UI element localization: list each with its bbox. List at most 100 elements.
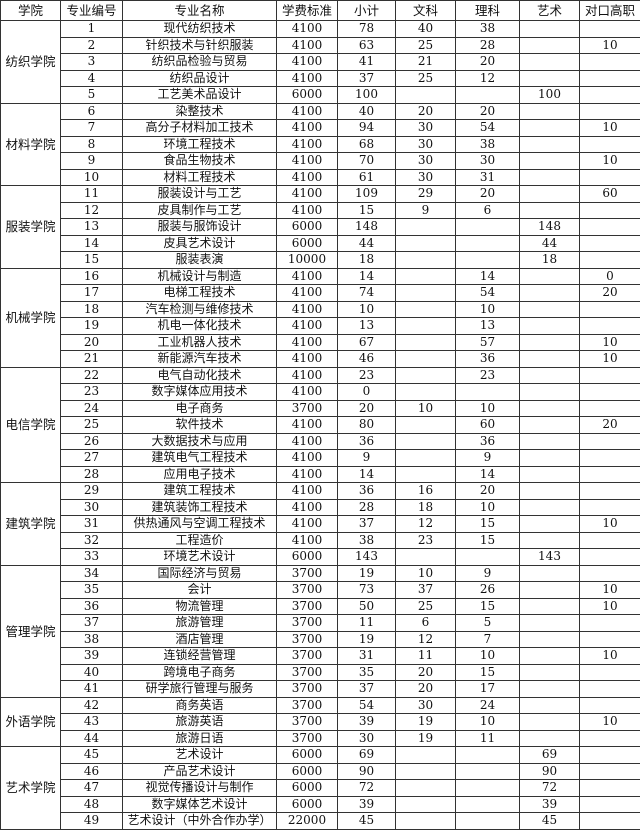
cell-subtotal: 40 — [338, 103, 396, 120]
cell-major-code: 45 — [61, 747, 123, 764]
cell-subtotal: 37 — [338, 681, 396, 698]
cell-major-name: 食品生物技术 — [123, 153, 277, 170]
cell-liberal-arts — [396, 747, 456, 764]
cell-liberal-arts: 9 — [396, 202, 456, 219]
cell-subtotal: 31 — [338, 648, 396, 665]
cell-subtotal: 38 — [338, 532, 396, 549]
cell-tuition: 4100 — [277, 103, 338, 120]
cell-subtotal: 14 — [338, 466, 396, 483]
cell-major-code: 22 — [61, 367, 123, 384]
cell-science: 60 — [456, 417, 520, 434]
cell-major-name: 工业机器人技术 — [123, 334, 277, 351]
cell-vocational — [580, 433, 640, 450]
cell-liberal-arts: 12 — [396, 516, 456, 533]
cell-science: 26 — [456, 582, 520, 599]
cell-science — [456, 252, 520, 269]
cell-arts — [520, 301, 580, 318]
cell-liberal-arts: 30 — [396, 169, 456, 186]
cell-major-name: 视觉传播设计与制作 — [123, 780, 277, 797]
cell-science: 15 — [456, 516, 520, 533]
cell-arts — [520, 334, 580, 351]
cell-major-code: 4 — [61, 70, 123, 87]
cell-vocational: 10 — [580, 153, 640, 170]
cell-arts: 100 — [520, 87, 580, 104]
cell-science: 15 — [456, 664, 520, 681]
cell-vocational — [580, 747, 640, 764]
cell-subtotal: 80 — [338, 417, 396, 434]
cell-tuition: 3700 — [277, 400, 338, 417]
cell-major-code: 42 — [61, 697, 123, 714]
header-subtotal: 小计 — [338, 1, 396, 21]
cell-subtotal: 30 — [338, 730, 396, 747]
cell-subtotal: 74 — [338, 285, 396, 302]
cell-tuition: 4100 — [277, 483, 338, 500]
cell-subtotal: 46 — [338, 351, 396, 368]
cell-vocational — [580, 499, 640, 516]
cell-science: 7 — [456, 631, 520, 648]
cell-liberal-arts — [396, 252, 456, 269]
cell-major-name: 电梯工程技术 — [123, 285, 277, 302]
cell-liberal-arts — [396, 351, 456, 368]
cell-liberal-arts — [396, 813, 456, 830]
cell-subtotal: 39 — [338, 714, 396, 731]
cell-major-name: 汽车检测与维修技术 — [123, 301, 277, 318]
cell-arts: 18 — [520, 252, 580, 269]
cell-science: 13 — [456, 318, 520, 335]
cell-subtotal: 44 — [338, 235, 396, 252]
cell-major-name: 软件技术 — [123, 417, 277, 434]
cell-science — [456, 796, 520, 813]
cell-arts — [520, 318, 580, 335]
cell-vocational — [580, 549, 640, 566]
cell-major-code: 27 — [61, 450, 123, 467]
cell-arts — [520, 169, 580, 186]
cell-major-code: 25 — [61, 417, 123, 434]
cell-subtotal: 15 — [338, 202, 396, 219]
cell-major-code: 16 — [61, 268, 123, 285]
cell-arts — [520, 598, 580, 615]
cell-liberal-arts: 23 — [396, 532, 456, 549]
cell-major-name: 国际经济与贸易 — [123, 565, 277, 582]
cell-liberal-arts — [396, 334, 456, 351]
cell-vocational: 10 — [580, 598, 640, 615]
cell-liberal-arts: 19 — [396, 730, 456, 747]
cell-vocational — [580, 367, 640, 384]
cell-science: 31 — [456, 169, 520, 186]
cell-major-name: 机械设计与制造 — [123, 268, 277, 285]
cell-tuition: 3700 — [277, 648, 338, 665]
cell-subtotal: 67 — [338, 334, 396, 351]
cell-college: 管理学院 — [1, 565, 61, 697]
cell-major-code: 48 — [61, 796, 123, 813]
cell-tuition: 4100 — [277, 136, 338, 153]
cell-major-name: 机电一体化技术 — [123, 318, 277, 335]
header-major-name: 专业名称 — [123, 1, 277, 21]
header-science: 理科 — [456, 1, 520, 21]
cell-science: 5 — [456, 615, 520, 632]
cell-science: 57 — [456, 334, 520, 351]
cell-major-code: 46 — [61, 763, 123, 780]
cell-tuition: 4100 — [277, 153, 338, 170]
cell-subtotal: 90 — [338, 763, 396, 780]
cell-subtotal: 35 — [338, 664, 396, 681]
cell-major-code: 43 — [61, 714, 123, 731]
cell-arts — [520, 615, 580, 632]
cell-tuition: 4100 — [277, 450, 338, 467]
cell-tuition: 10000 — [277, 252, 338, 269]
cell-vocational — [580, 681, 640, 698]
cell-major-name: 会计 — [123, 582, 277, 599]
cell-science: 17 — [456, 681, 520, 698]
cell-liberal-arts: 6 — [396, 615, 456, 632]
cell-major-code: 5 — [61, 87, 123, 104]
